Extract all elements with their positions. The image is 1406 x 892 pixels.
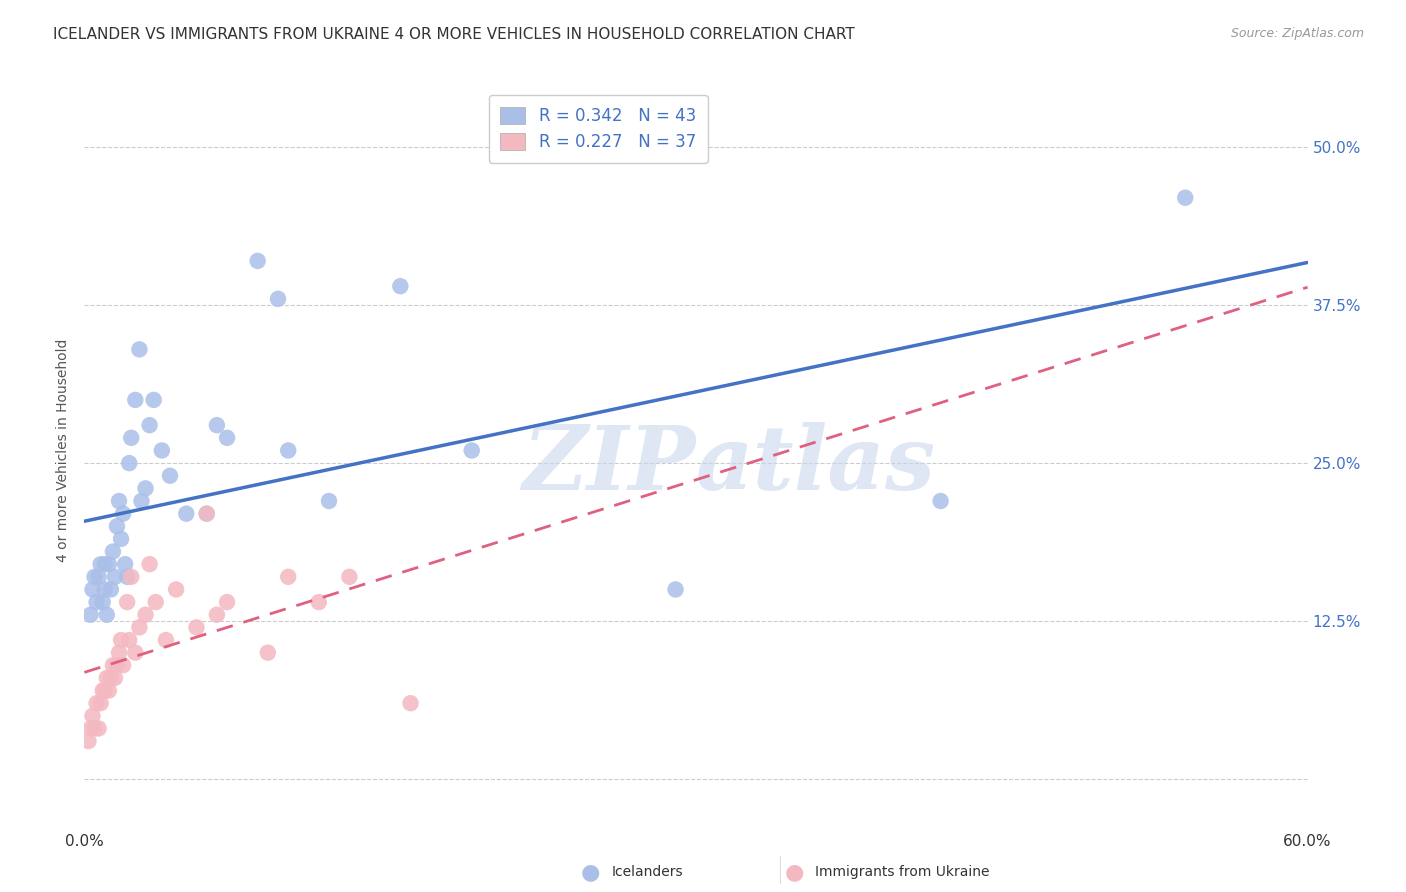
- Point: [665, 582, 688, 597]
- Point: [155, 633, 177, 648]
- Point: [100, 671, 122, 685]
- Point: [929, 494, 952, 508]
- Point: [104, 671, 127, 685]
- Point: [112, 507, 135, 521]
- Point: [339, 570, 361, 584]
- Point: [97, 557, 120, 572]
- Point: [217, 595, 239, 609]
- Point: [399, 696, 422, 710]
- Point: [205, 418, 228, 433]
- Point: [277, 443, 299, 458]
- Point: [105, 519, 128, 533]
- Point: [131, 494, 153, 508]
- Text: ●: ●: [581, 863, 600, 882]
- Point: [77, 734, 100, 748]
- Point: [142, 392, 165, 407]
- Point: [114, 557, 136, 572]
- Point: [150, 443, 173, 458]
- Text: Immigrants from Ukraine: Immigrants from Ukraine: [815, 865, 990, 880]
- Point: [128, 343, 150, 357]
- Point: [108, 494, 131, 508]
- Point: [97, 683, 120, 698]
- Point: [389, 279, 412, 293]
- Point: [112, 658, 135, 673]
- Point: [165, 582, 187, 597]
- Point: [86, 696, 108, 710]
- Text: Source: ZipAtlas.com: Source: ZipAtlas.com: [1230, 27, 1364, 40]
- Point: [118, 633, 141, 648]
- Point: [267, 292, 290, 306]
- Point: [83, 570, 105, 584]
- Point: [79, 722, 101, 736]
- Point: [318, 494, 340, 508]
- Point: [100, 582, 122, 597]
- Text: atlas: atlas: [696, 423, 936, 508]
- Point: [195, 507, 218, 521]
- Point: [82, 582, 104, 597]
- Point: [461, 443, 484, 458]
- Point: [135, 607, 157, 622]
- Point: [174, 507, 197, 521]
- Text: Icelanders: Icelanders: [612, 865, 683, 880]
- Point: [118, 456, 141, 470]
- Text: ●: ●: [785, 863, 804, 882]
- Point: [82, 708, 104, 723]
- Point: [104, 570, 127, 584]
- Point: [110, 633, 132, 648]
- Point: [90, 696, 112, 710]
- Point: [90, 557, 112, 572]
- Point: [93, 582, 115, 597]
- Text: ZIP: ZIP: [523, 423, 696, 508]
- Point: [159, 468, 181, 483]
- Point: [105, 658, 128, 673]
- Point: [91, 595, 114, 609]
- Point: [101, 544, 124, 558]
- Point: [93, 557, 115, 572]
- Point: [87, 722, 110, 736]
- Point: [101, 658, 124, 673]
- Point: [277, 570, 299, 584]
- Point: [205, 607, 228, 622]
- Point: [87, 570, 110, 584]
- Point: [186, 620, 208, 634]
- Legend: R = 0.342   N = 43, R = 0.227   N = 37: R = 0.342 N = 43, R = 0.227 N = 37: [489, 95, 707, 163]
- Point: [195, 507, 218, 521]
- Point: [79, 607, 101, 622]
- Point: [135, 482, 157, 496]
- Y-axis label: 4 or more Vehicles in Household: 4 or more Vehicles in Household: [56, 339, 70, 562]
- Point: [110, 532, 132, 546]
- Point: [83, 722, 105, 736]
- Point: [108, 646, 131, 660]
- Point: [96, 671, 118, 685]
- Point: [120, 570, 142, 584]
- Point: [91, 683, 114, 698]
- Point: [308, 595, 330, 609]
- Point: [138, 418, 160, 433]
- Point: [120, 431, 142, 445]
- Point: [124, 646, 146, 660]
- Point: [128, 620, 150, 634]
- Point: [1174, 191, 1197, 205]
- Point: [96, 607, 118, 622]
- Point: [124, 392, 146, 407]
- Point: [138, 557, 160, 572]
- Point: [217, 431, 239, 445]
- Point: [115, 570, 138, 584]
- Text: ICELANDER VS IMMIGRANTS FROM UKRAINE 4 OR MORE VEHICLES IN HOUSEHOLD CORRELATION: ICELANDER VS IMMIGRANTS FROM UKRAINE 4 O…: [53, 27, 855, 42]
- Point: [86, 595, 108, 609]
- Point: [115, 595, 138, 609]
- Point: [93, 683, 115, 698]
- Point: [246, 254, 269, 268]
- Point: [145, 595, 167, 609]
- Point: [257, 646, 280, 660]
